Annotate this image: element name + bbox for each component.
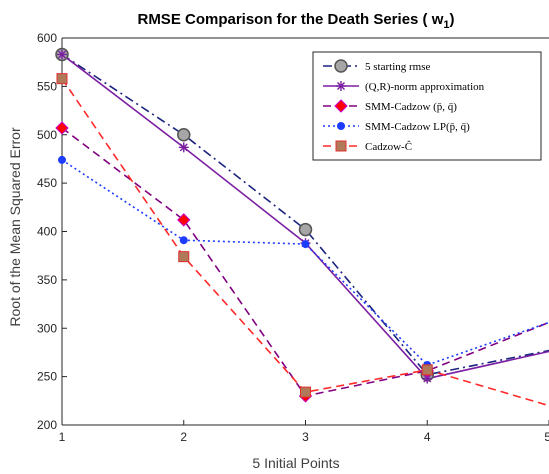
y-tick-label: 400 (37, 225, 57, 239)
series-layer (55, 47, 549, 407)
chart-title: RMSE Comparison for the Death Series ( w… (137, 11, 454, 31)
series-line-3 (61, 127, 549, 397)
data-point-series-2 (57, 49, 67, 60)
x-tick-label: 3 (302, 430, 309, 444)
chart-title-main: RMSE Comparison for the Death Series ( w (137, 11, 443, 28)
y-tick-label: 600 (37, 31, 57, 45)
y-tick-label: 250 (37, 370, 57, 384)
data-point-series-3 (55, 121, 69, 135)
legend-marker-5 (335, 140, 347, 152)
y-tick-label: 200 (37, 418, 57, 432)
series-line-4 (61, 159, 549, 366)
asterisk-stroke (423, 374, 432, 383)
data-point-series-4 (58, 155, 66, 164)
data-point-series-5 (178, 251, 190, 263)
series-line-1 (61, 53, 549, 376)
x-tick-label: 1 (59, 430, 66, 444)
legend-label-2: (Q,R)-norm approximation (365, 81, 485, 93)
y-tick-label: 550 (37, 79, 57, 93)
y-tick-label: 500 (37, 128, 57, 142)
axes: 200 250 300 350 400 450 500 550 600 1 2 3 4 5 (37, 31, 549, 444)
data-point-series-1 (177, 128, 191, 142)
legend-marker-3 (334, 99, 348, 113)
y-axis-label: Root of the Mean Squared Error (7, 127, 23, 327)
x-tick-label: 4 (424, 430, 431, 444)
legend-label-4: SMM-Cadzow LP(p̄, q̄) (365, 121, 470, 133)
data-point-series-4 (179, 236, 188, 245)
chart-title-subscript: 1 (443, 19, 449, 31)
y-tick-label: 300 (37, 321, 57, 335)
legend-marker-4 (337, 122, 345, 130)
data-point-series-3 (177, 213, 191, 227)
data-point-series-5 (56, 73, 68, 85)
y-tick-label: 450 (37, 176, 57, 190)
legend: 5 starting rmse (Q,R)-norm approximation S… (312, 51, 542, 161)
data-point-series-4 (301, 240, 310, 249)
asterisk-stroke (179, 143, 188, 152)
y-tick-label: 350 (37, 273, 57, 287)
x-tick-label: 5 (544, 430, 549, 444)
data-point-series-1 (298, 222, 313, 237)
legend-label-3: SMM-Cadzow (p̄, q̄) (365, 101, 457, 113)
data-point-series-2 (178, 142, 189, 153)
asterisk-stroke (58, 50, 66, 59)
data-point-series-5 (300, 386, 311, 398)
asterisk-stroke (337, 82, 345, 90)
legend-marker-2 (336, 81, 346, 91)
x-tick-label: 2 (180, 430, 187, 444)
data-point-series-5 (421, 364, 433, 376)
chart-title-suffix: ) (450, 11, 455, 28)
legend-label-1: 5 starting rmse (365, 61, 430, 73)
x-axis-label: 5 Initial Points (252, 455, 339, 471)
legend-marker-1 (334, 59, 348, 73)
legend-label-5: Cadzow-Ĉ (365, 141, 412, 153)
